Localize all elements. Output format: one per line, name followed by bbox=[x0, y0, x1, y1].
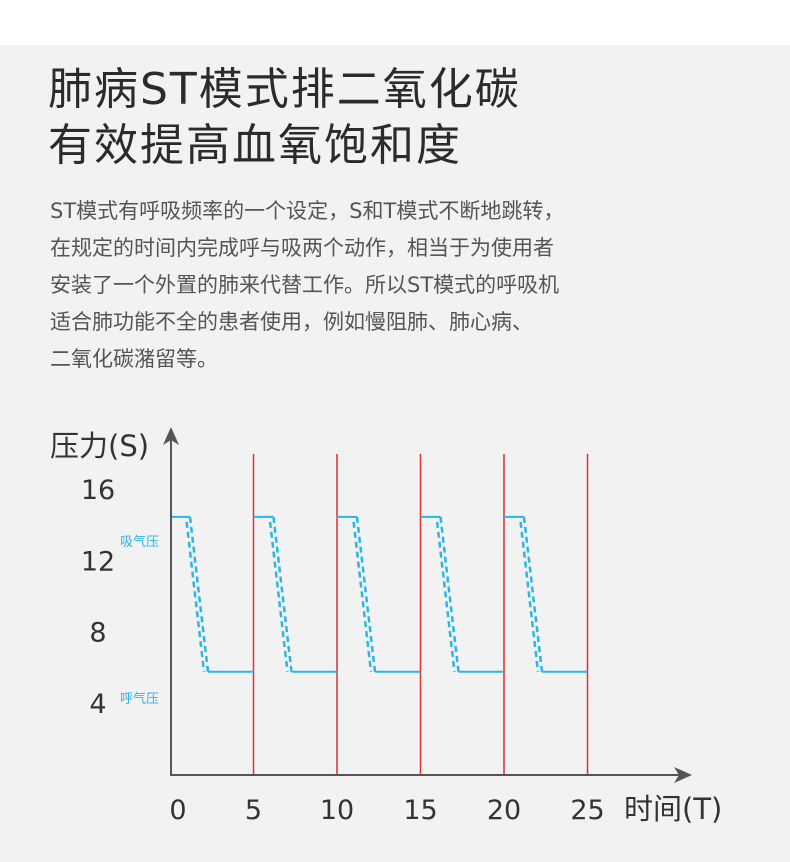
pressure-drop-dashed bbox=[188, 516, 210, 672]
page-title: 肺病ST模式排二氧化碳 有效提高血氧饱和度 bbox=[48, 62, 521, 174]
description-line: 在规定的时间内完成呼与吸两个动作，相当于为使用者 bbox=[50, 236, 554, 260]
description-line: ST模式有呼吸频率的一个设定，S和T模式不断地跳转， bbox=[50, 199, 565, 223]
description-line: 二氧化碳潴留等。 bbox=[50, 347, 218, 371]
y-axis-arrow bbox=[163, 427, 179, 445]
y-tick-label: 8 bbox=[89, 618, 106, 649]
y-tick-labels: 16 12 8 4 bbox=[81, 475, 115, 720]
x-tick-labels: 0 5 10 15 20 25 bbox=[169, 795, 604, 826]
top-band bbox=[0, 0, 790, 45]
axes bbox=[163, 427, 692, 783]
pressure-drop-dashed bbox=[522, 516, 544, 672]
pressure-drop-dashed bbox=[518, 516, 540, 672]
y-tick-label: 4 bbox=[89, 689, 106, 720]
x-axis-label: 时间(T) bbox=[624, 792, 722, 826]
title-line-1: 肺病ST模式排二氧化碳 bbox=[48, 64, 521, 115]
pressure-drop-dashed bbox=[351, 516, 373, 672]
pressure-drop-dashed bbox=[268, 516, 289, 672]
title-line-2: 有效提高血氧饱和度 bbox=[48, 120, 462, 171]
y-axis-label: 压力(S) bbox=[50, 429, 149, 463]
y-tick-label: 16 bbox=[81, 475, 115, 506]
inhale-label: 吸气压 bbox=[120, 534, 159, 550]
x-tick-label: 15 bbox=[403, 795, 437, 826]
pressure-drop-dashed bbox=[439, 516, 460, 672]
x-tick-label: 20 bbox=[487, 795, 521, 826]
x-tick-label: 5 bbox=[245, 795, 262, 826]
x-tick-label: 10 bbox=[320, 795, 354, 826]
description-line: 安装了一个外置的肺来代替工作。所以ST模式的呼吸机 bbox=[50, 273, 560, 297]
pressure-drop-dashed bbox=[355, 516, 377, 672]
pressure-series bbox=[170, 515, 588, 673]
x-tick-label: 0 bbox=[169, 795, 186, 826]
cycle-boundaries bbox=[252, 454, 589, 775]
pressure-time-chart: 压力(S) 时间(T) 吸气压 呼气压 16 12 8 4 0 5 10 15 20 25 bbox=[50, 427, 722, 826]
description: ST模式有呼吸频率的一个设定，S和T模式不断地跳转， 在规定的时间内完成呼与吸两… bbox=[50, 193, 750, 378]
exhale-label: 呼气压 bbox=[120, 691, 159, 707]
pressure-drop-dashed bbox=[184, 516, 206, 672]
y-tick-label: 12 bbox=[81, 546, 115, 577]
x-tick-label: 25 bbox=[570, 795, 604, 826]
pressure-drop-dashed bbox=[272, 516, 293, 672]
x-axis-arrow bbox=[674, 767, 692, 783]
description-line: 适合肺功能不全的患者使用，例如慢阻肺、肺心病、 bbox=[50, 310, 533, 334]
pressure-drop-dashed bbox=[435, 516, 456, 672]
